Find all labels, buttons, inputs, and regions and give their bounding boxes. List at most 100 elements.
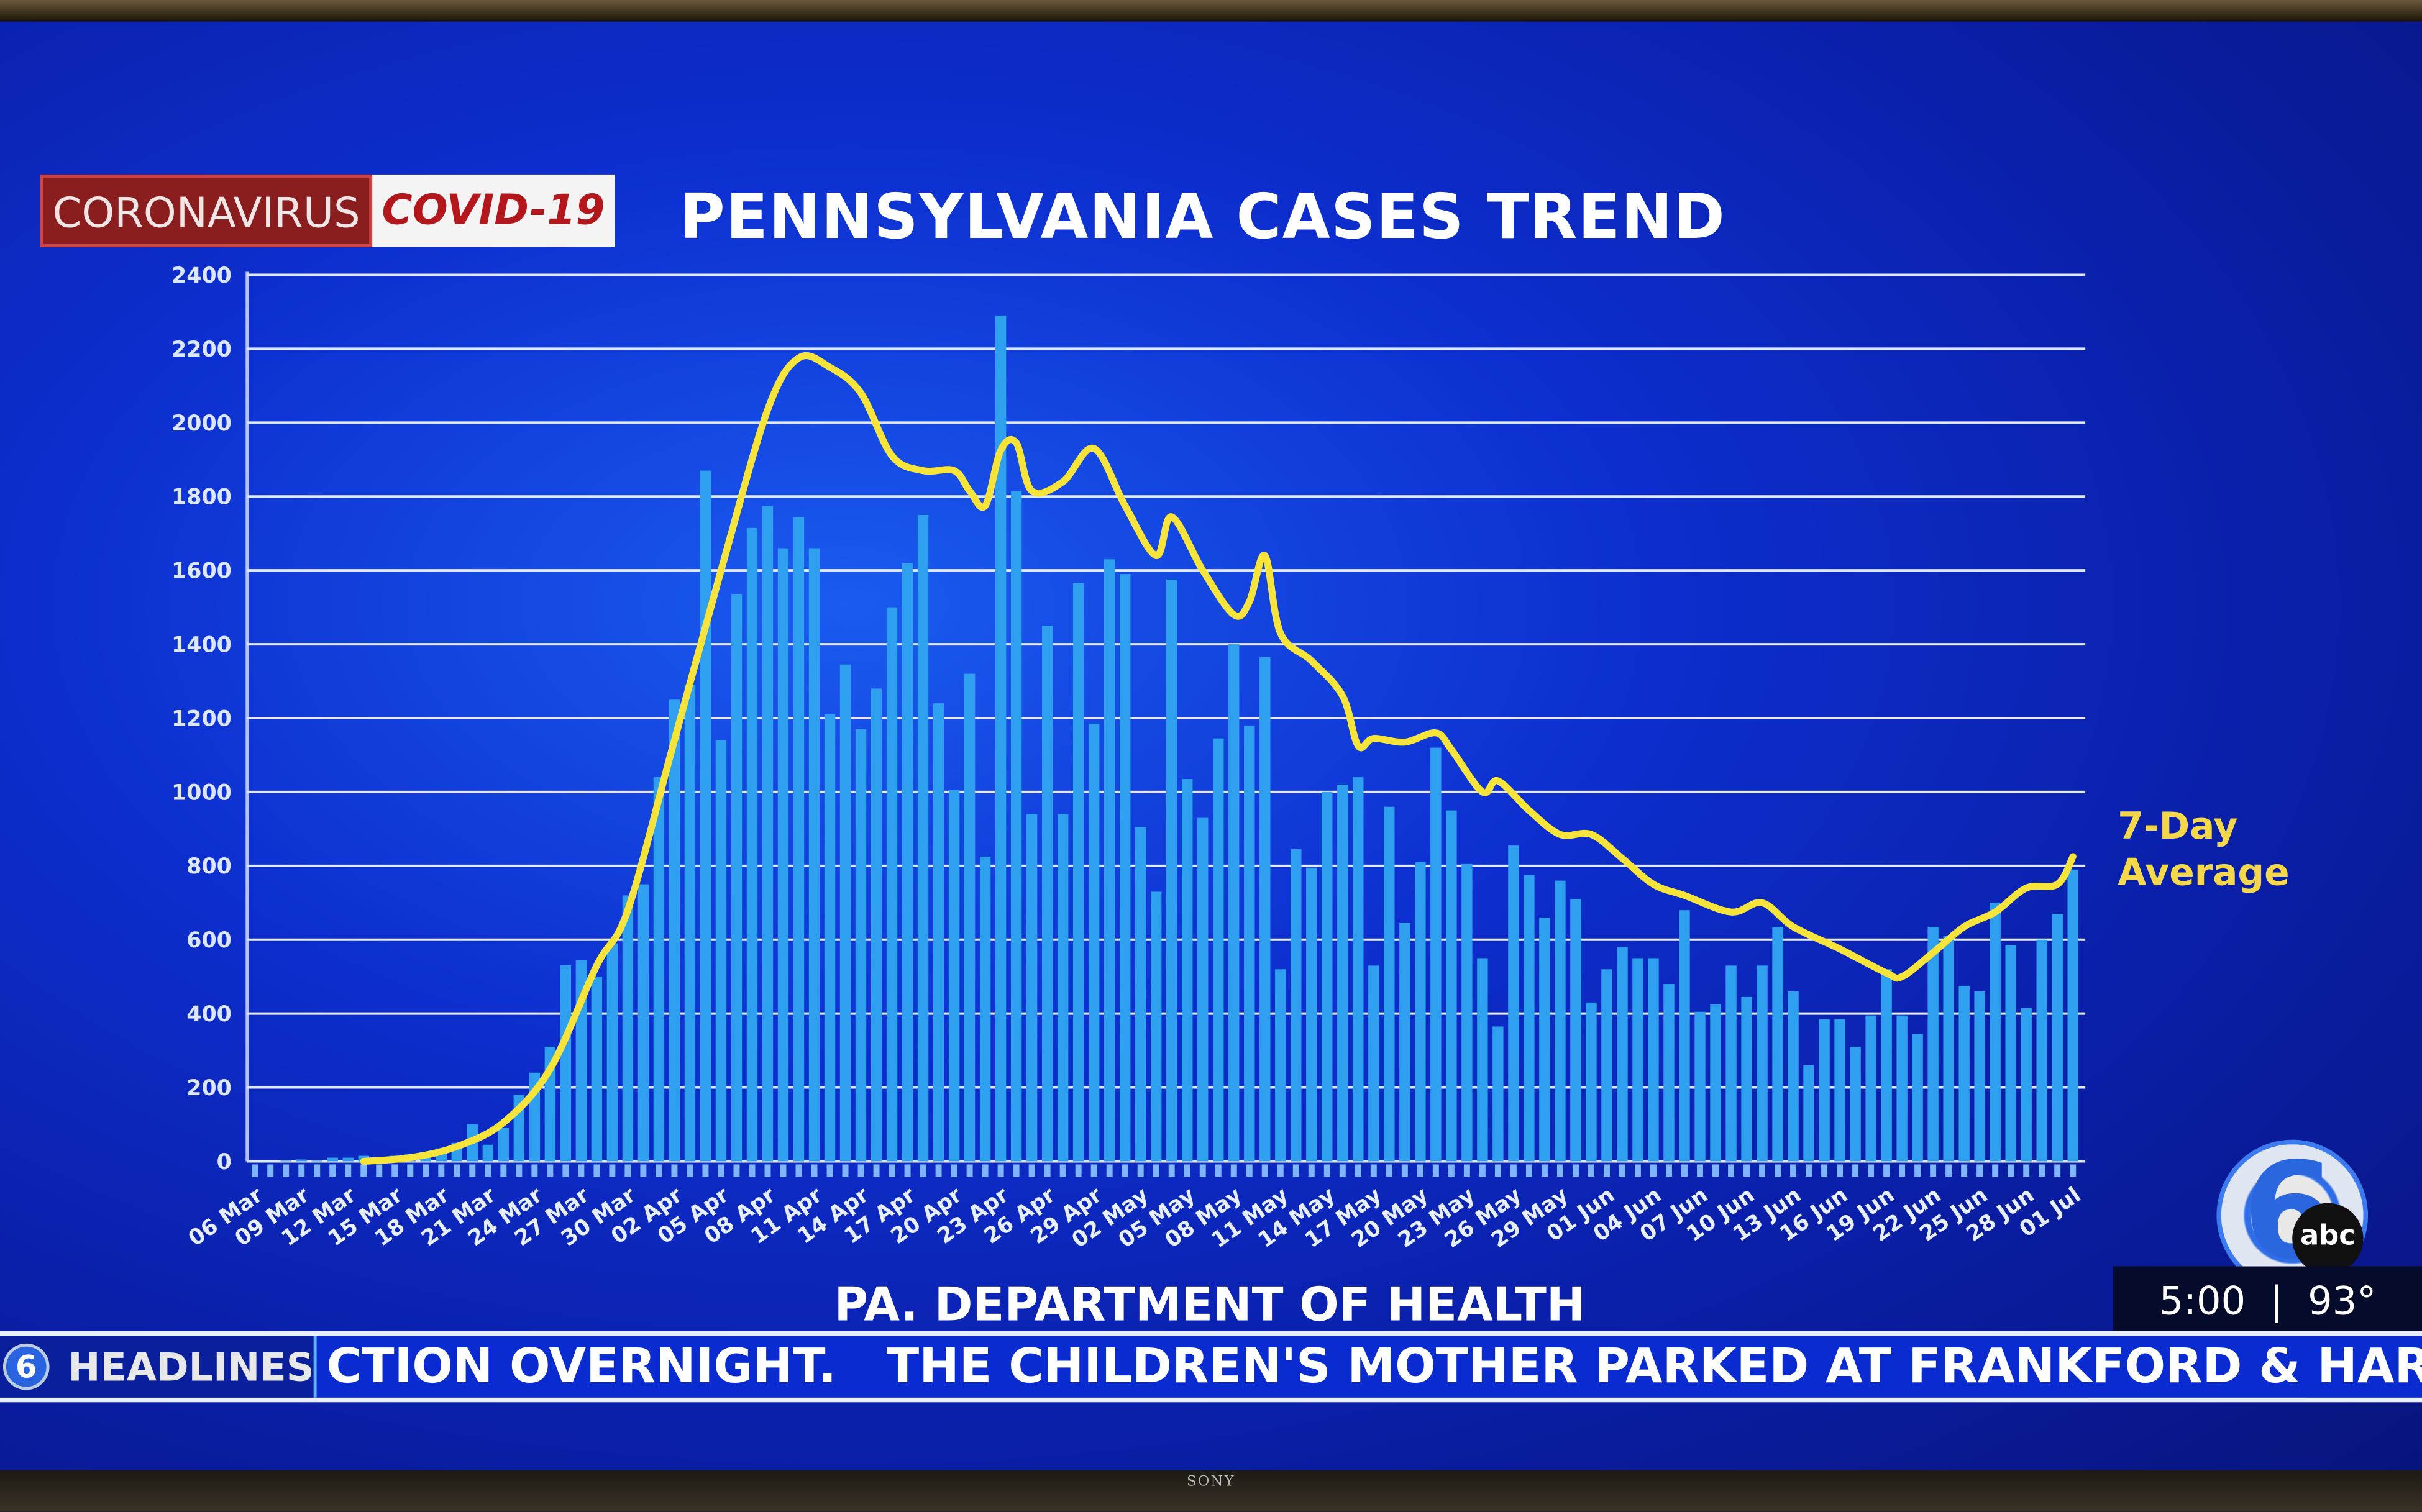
x-tick (1199, 1164, 1206, 1177)
bar (1041, 626, 1053, 1162)
bar (1990, 903, 2001, 1162)
tv-bezel-bottom (0, 1470, 2422, 1512)
bar (1492, 1026, 1504, 1162)
badge-covid19: COVID-19 (372, 174, 615, 247)
x-tick (1728, 1164, 1734, 1177)
time: 5:00 (2159, 1278, 2246, 1324)
x-tick (1417, 1164, 1423, 1177)
x-tick (842, 1164, 849, 1177)
x-tick (609, 1164, 616, 1177)
x-tick (531, 1164, 538, 1177)
bar (1322, 791, 1333, 1162)
bar (1135, 827, 1146, 1162)
tv-bezel-top (0, 0, 2422, 22)
y-tick-label: 1000 (171, 780, 232, 805)
x-tick (1743, 1164, 1750, 1177)
bar (777, 548, 789, 1162)
x-tick (780, 1164, 787, 1177)
x-tick (1572, 1164, 1579, 1177)
bar (684, 685, 696, 1162)
bar (1679, 910, 1690, 1162)
badge-coronavirus: CORONAVIRUS (40, 174, 373, 247)
bar (1819, 1019, 1830, 1162)
bar (886, 607, 898, 1162)
x-tick (1044, 1164, 1051, 1177)
bar (1943, 936, 1954, 1162)
bar (1306, 867, 1317, 1162)
y-tick-label: 2000 (171, 411, 232, 436)
x-tick (764, 1164, 771, 1177)
x-tick (1075, 1164, 1082, 1177)
x-tick (1153, 1164, 1159, 1177)
x-tick (1215, 1164, 1222, 1177)
x-tick (1463, 1164, 1470, 1177)
x-tick (1883, 1164, 1890, 1177)
x-tick (1930, 1164, 1937, 1177)
x-tick (1976, 1164, 1983, 1177)
bar (839, 664, 851, 1162)
bar (482, 1144, 494, 1162)
x-tick (935, 1164, 942, 1177)
x-tick (1386, 1164, 1392, 1177)
x-tick (376, 1164, 383, 1177)
legend-word: 7-Day (2118, 804, 2238, 848)
bar (1974, 991, 1985, 1162)
x-tick (1790, 1164, 1797, 1177)
bar (2021, 1008, 2032, 1162)
bar (793, 516, 805, 1162)
bar (637, 884, 649, 1162)
x-tick (1650, 1164, 1657, 1177)
x-tick (920, 1164, 926, 1177)
x-tick (1292, 1164, 1299, 1177)
bar (1648, 958, 1659, 1162)
temperature: 93° (2308, 1278, 2377, 1324)
bar (808, 548, 820, 1162)
x-tick (1494, 1164, 1501, 1177)
bar (1927, 926, 1939, 1162)
bar (1072, 583, 1084, 1162)
bar (1881, 969, 1892, 1162)
bar (1166, 580, 1177, 1162)
x-tick (516, 1164, 523, 1177)
x-tick (1914, 1164, 1921, 1177)
x-tick (889, 1164, 895, 1177)
x-tick (1588, 1164, 1594, 1177)
bar (327, 1157, 338, 1162)
bar (622, 895, 634, 1162)
x-tick (1261, 1164, 1268, 1177)
bar (1555, 880, 1566, 1162)
x-tick (547, 1164, 554, 1177)
bar (342, 1157, 354, 1162)
x-tick (1759, 1164, 1766, 1177)
bar (1368, 965, 1379, 1162)
bar (855, 729, 867, 1162)
x-tick (1806, 1164, 1812, 1177)
bar (560, 965, 572, 1162)
bar (824, 714, 836, 1162)
bar (995, 315, 1007, 1162)
seven-day-average-line (360, 352, 2077, 1165)
y-tick-label: 2400 (171, 263, 232, 288)
x-tick (1137, 1164, 1144, 1177)
bar (1865, 1015, 1876, 1162)
bar (2005, 945, 2016, 1162)
x-tick (873, 1164, 880, 1177)
x-tick (407, 1164, 414, 1177)
bar (1570, 899, 1581, 1162)
bar (1850, 1047, 1861, 1162)
x-tick (2054, 1164, 2061, 1177)
chart-title: PENNSYLVANIA CASES TREND (679, 182, 1726, 253)
bar (1430, 747, 1442, 1162)
x-tick (1432, 1164, 1439, 1177)
x-tick (1961, 1164, 1968, 1177)
x-tick (2008, 1164, 2014, 1177)
x-tick (811, 1164, 818, 1177)
bar (1912, 1034, 1923, 1162)
x-tick (267, 1164, 274, 1177)
bar (1182, 779, 1193, 1162)
bar (1508, 845, 1519, 1162)
bar (1026, 814, 1038, 1162)
bar (1259, 657, 1271, 1162)
source-label: PA. DEPARTMENT OF HEALTH (834, 1278, 1586, 1333)
